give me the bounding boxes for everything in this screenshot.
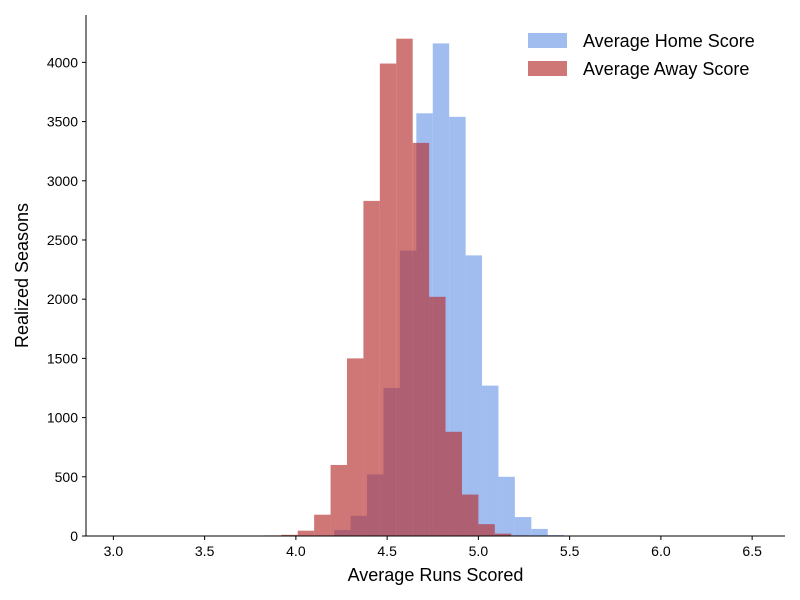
histogram-bar [465, 255, 483, 536]
y-ticks: 0 500 1000 1500 2000 2500 3000 3500 4000 [47, 54, 86, 544]
histogram-bar [498, 476, 515, 536]
x-tick-label: 4.5 [377, 543, 397, 559]
y-tick-label: 2000 [47, 291, 78, 307]
histogram-bar [363, 200, 380, 536]
x-tick-label: 6.0 [651, 543, 671, 559]
histogram-bar [412, 142, 430, 536]
histogram-bar [482, 385, 499, 536]
x-tick-label: 4.0 [286, 543, 306, 559]
legend-swatch [528, 33, 567, 48]
y-tick-label: 2500 [47, 232, 78, 248]
series-away [264, 38, 528, 536]
histogram-bar [396, 38, 413, 536]
y-axis-title: Realized Seasons [12, 203, 32, 348]
y-tick-label: 4000 [47, 54, 78, 70]
histogram-bar [494, 533, 512, 536]
legend: Average Home Score Average Away Score [528, 31, 755, 79]
y-tick-label: 1500 [47, 350, 78, 366]
histogram-bar [314, 514, 331, 536]
histogram-bar [379, 63, 397, 536]
histogram-bar [330, 464, 347, 536]
y-tick-label: 3000 [47, 173, 78, 189]
histogram-bar [449, 116, 466, 536]
histogram-bar [297, 530, 315, 536]
x-tick-label: 5.5 [560, 543, 580, 559]
x-tick-label: 3.0 [104, 543, 124, 559]
legend-swatch [528, 61, 567, 76]
x-tick-label: 5.0 [469, 543, 489, 559]
histogram-bar [346, 358, 364, 536]
histogram-bar [514, 517, 532, 536]
histogram-bar [531, 528, 548, 536]
histogram-bar [281, 534, 298, 536]
bars-layer [264, 38, 565, 537]
x-ticks: 3.0 3.5 4.0 4.5 5.0 5.5 6.0 6.5 [104, 536, 762, 559]
axes-layer: 3.0 3.5 4.0 4.5 5.0 5.5 6.0 6.5 0 500 1000 1500 200… [47, 15, 785, 559]
x-axis-title: Average Runs Scored [348, 565, 524, 585]
histogram-bar [429, 296, 446, 536]
y-tick-label: 500 [55, 469, 79, 485]
histogram-bar [461, 494, 479, 536]
histogram-bar [445, 431, 462, 536]
x-tick-label: 6.5 [742, 543, 762, 559]
y-tick-label: 3500 [47, 114, 78, 130]
y-tick-label: 0 [70, 528, 78, 544]
y-tick-label: 1000 [47, 410, 78, 426]
legend-label: Average Away Score [583, 59, 749, 79]
x-tick-label: 3.5 [195, 543, 215, 559]
histogram-bar [478, 524, 495, 536]
legend-label: Average Home Score [583, 31, 755, 51]
